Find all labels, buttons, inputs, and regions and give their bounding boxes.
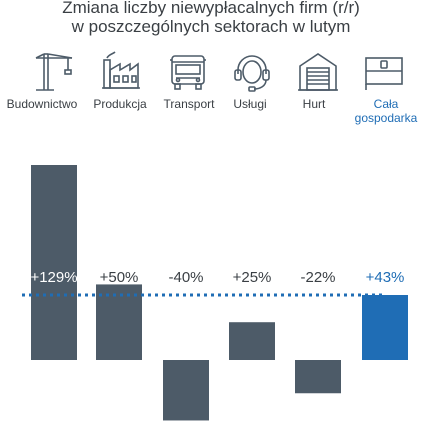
bar-produkcja bbox=[96, 284, 142, 360]
truck-icon bbox=[170, 55, 206, 90]
factory-icon bbox=[102, 51, 140, 89]
bar-budownictwo bbox=[31, 165, 77, 360]
sector-label-cala-gospodarka: Cała gospodarka bbox=[346, 97, 422, 125]
sector-label-uslugi: Usługi bbox=[233, 97, 267, 111]
bar-usługi bbox=[229, 322, 275, 360]
data-label-produkcja: +50% bbox=[100, 269, 139, 286]
sector-label-hurt: Hurt bbox=[302, 97, 326, 111]
data-label-transport: -40% bbox=[168, 269, 203, 286]
bar-hurt bbox=[295, 360, 341, 394]
headset-icon bbox=[234, 55, 270, 92]
chart-title-line2: w poszczególnych sektorach w lutym bbox=[71, 17, 351, 36]
bar-cała-gospodarka bbox=[362, 295, 408, 360]
chart-title-line1: Zmiana liczby niewypłacalnych firm (r/r) bbox=[62, 0, 360, 17]
crane-icon bbox=[35, 53, 73, 91]
warehouse-icon bbox=[298, 53, 338, 91]
sector-label-line1: Cała bbox=[373, 97, 399, 111]
sector-label-budownictwo: Budownictwo bbox=[6, 97, 78, 111]
bar-transport bbox=[163, 360, 209, 421]
flag-icon bbox=[365, 57, 403, 90]
data-label-hurt: -22% bbox=[300, 269, 335, 286]
sector-label-line2: gospodarka bbox=[354, 111, 418, 125]
data-label-budownictwo: +129% bbox=[30, 269, 77, 286]
data-label-cała-gospodarka: +43% bbox=[366, 269, 405, 286]
sector-label-transport: Transport bbox=[163, 97, 215, 111]
data-label-usługi: +25% bbox=[233, 269, 272, 286]
sector-label-produkcja: Produkcja bbox=[93, 97, 147, 111]
